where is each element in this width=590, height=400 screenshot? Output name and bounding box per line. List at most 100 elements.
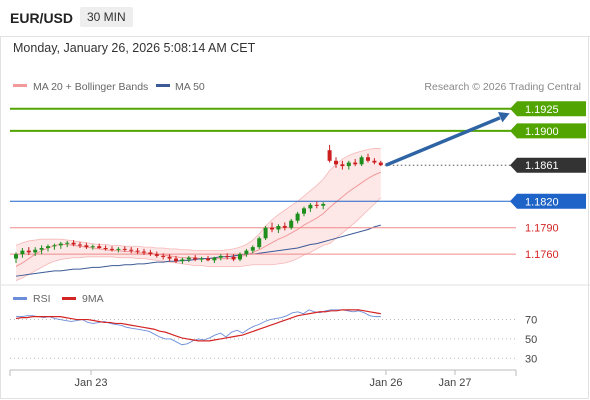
- level-tags-group: 1.1925 1.1900 1.1861 1.1820 1.1790 1.1760: [510, 101, 586, 261]
- candle-body: [340, 164, 345, 167]
- candle-body: [193, 257, 198, 260]
- candle-body: [302, 208, 306, 214]
- candles-group: [14, 144, 383, 264]
- bollinger-band-fill: [16, 148, 381, 281]
- level-label-1.1790: 1.1790: [525, 223, 559, 235]
- level-label-1.1760: 1.1760: [525, 249, 559, 261]
- x-tick-label: Jan 26: [369, 377, 402, 389]
- candle-body: [65, 242, 70, 244]
- candle-body: [142, 251, 146, 253]
- rsi-panel-group: 70 50 30: [10, 309, 537, 365]
- x-axis-group: Jan 23 Jan 26 Jan 27: [74, 370, 472, 389]
- candle-body: [366, 157, 370, 161]
- level-label-1.1900: 1.1900: [525, 126, 559, 138]
- rsi-series-rsi: [16, 309, 381, 346]
- candle-body: [238, 254, 242, 260]
- candle-body: [135, 250, 140, 252]
- candle-body: [308, 204, 313, 209]
- legend-swatch-9ma: [62, 297, 76, 300]
- forecast-arrow-head: [498, 112, 510, 123]
- rsi-tick-70: 70: [525, 315, 537, 327]
- x-tick-label: Jan 23: [74, 377, 107, 389]
- candle-body: [103, 248, 108, 249]
- forecast-arrow-group: [385, 112, 510, 167]
- level-label-1.1861: 1.1861: [525, 160, 559, 172]
- candle-body: [84, 245, 89, 248]
- candle-body: [167, 256, 172, 259]
- candle-body: [263, 227, 268, 239]
- candle-body: [52, 245, 57, 247]
- candle-body: [276, 225, 281, 230]
- candle-body: [180, 259, 185, 262]
- candle-body: [359, 157, 364, 165]
- candle-body: [46, 246, 50, 248]
- candle-body: [148, 252, 153, 255]
- legend-9ma: 9MA: [82, 293, 104, 305]
- candle-body: [346, 162, 351, 167]
- rsi-tick-50: 50: [525, 334, 537, 346]
- header-bar: EUR/USD 30 MIN: [0, 0, 590, 37]
- candle-body: [218, 255, 223, 258]
- level-label-1.1925: 1.1925: [525, 104, 559, 116]
- rsi-series-9ma: [15, 309, 381, 342]
- candle-body: [186, 257, 191, 260]
- candle-body: [122, 248, 127, 250]
- candle-body: [116, 248, 121, 250]
- candle-body: [39, 248, 44, 250]
- candle-body: [327, 150, 332, 161]
- x-tick-label: Jan 27: [438, 377, 471, 389]
- candle-body: [321, 203, 326, 206]
- candle-body: [244, 250, 249, 255]
- timeframe-badge[interactable]: 30 MIN: [80, 7, 133, 27]
- candle-body: [289, 220, 294, 228]
- candle-body: [14, 254, 18, 259]
- legend-bollinger: MA 20 + Bollinger Bands: [33, 81, 148, 93]
- candle-body: [110, 248, 114, 250]
- legend-swatch-ma50: [156, 84, 170, 87]
- candle-body: [334, 160, 338, 165]
- candle-body: [78, 244, 82, 246]
- instrument-title: EUR/USD: [10, 10, 74, 26]
- candle-body: [378, 162, 383, 166]
- candle-body: [270, 227, 274, 230]
- candle-body: [314, 204, 319, 206]
- bollinger-band-group: [15, 148, 382, 281]
- candle-body: [206, 258, 210, 261]
- candle-body: [71, 242, 76, 245]
- candle-body: [225, 255, 230, 257]
- candle-body: [250, 247, 255, 251]
- candle-body: [257, 238, 262, 248]
- candle-body: [353, 162, 358, 165]
- level-label-1.1820: 1.1820: [525, 196, 559, 208]
- candle-body: [97, 246, 102, 248]
- candle-body: [58, 243, 63, 246]
- candle-body: [20, 250, 25, 255]
- credit-text: Research © 2026 Trading Central: [424, 81, 581, 93]
- bollinger-upper-line: [15, 148, 381, 252]
- candle-body: [129, 249, 134, 251]
- candle-body: [174, 258, 178, 262]
- forecast-arrow-shaft: [385, 116, 501, 167]
- bollinger-lower-line: [15, 197, 382, 281]
- legend-ma50: MA 50: [175, 81, 205, 93]
- timestamp: Monday, January 26, 2026 5:08:14 AM CET: [13, 41, 256, 55]
- level-tag-1.1925: [510, 101, 586, 117]
- candle-body: [231, 256, 236, 260]
- candle-body: [154, 254, 159, 256]
- candle-body: [33, 249, 38, 253]
- chart-frame: [0, 36, 589, 399]
- candle-body: [212, 257, 217, 261]
- level-lines-group: [10, 107, 516, 255]
- legend-swatch-bollinger: [13, 84, 27, 87]
- candle-body: [161, 255, 166, 257]
- ma50-line: [15, 224, 381, 277]
- level-tag-1.1820: [510, 193, 586, 209]
- legend-rsi: RSI: [33, 293, 51, 305]
- candle-body: [295, 213, 300, 221]
- candle-body: [282, 225, 287, 228]
- bollinger-middle-line: [15, 171, 381, 267]
- rsi-tick-30: 30: [525, 353, 537, 365]
- level-tag-1.1861: [510, 157, 586, 173]
- legend-swatch-rsi: [13, 297, 27, 300]
